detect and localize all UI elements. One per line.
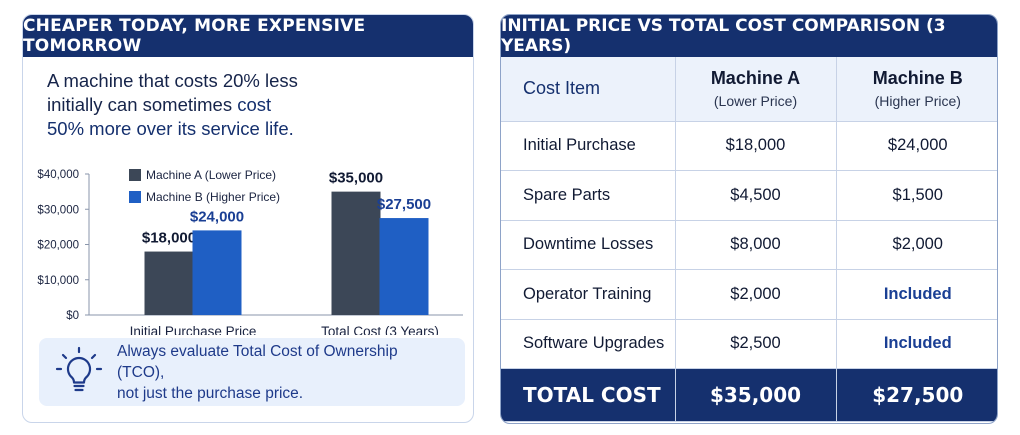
header-machine-a: Machine A (Lower Price) [674,57,837,122]
legend-label: Machine B (Higher Price) [146,190,280,204]
bar [192,230,242,315]
lightbulb-icon [55,346,103,392]
tip-line-1: Always evaluate Total Cost of Ownership … [117,342,398,381]
x-tick-label: Total Cost (3 Years) [321,324,439,335]
row-item: Downtime Losses [501,219,676,270]
row-value-a: $18,000 [674,120,837,171]
y-tick-label: $0 [66,310,79,322]
header-machine-b: Machine B (Higher Price) [835,57,997,122]
legend-swatch [129,191,141,203]
intro-line-2: initially can sometimes cost [47,94,272,115]
table-header-row: Cost Item Machine A (Lower Price) Machin… [501,57,997,122]
table-row: Downtime Losses $8,000 $2,000 [501,219,997,270]
total-value-b: $27,500 [835,368,997,422]
row-value-b: Included [835,318,997,369]
intro-line-3: 50% more over its service life. [47,118,294,139]
total-row: TOTAL COST $35,000 $27,500 [501,368,997,422]
table-row: Software Upgrades $2,500 Included [501,318,997,369]
legend-label: Machine A (Lower Price) [146,168,276,182]
row-item: Software Upgrades [501,318,676,369]
data-label: $27,500 [377,196,431,213]
bar [331,191,381,315]
intro-highlight: cost [237,94,272,115]
row-value-a: $2,000 [674,269,837,320]
machine-b-sub: (Higher Price) [874,93,961,110]
row-value-b: $2,000 [835,219,997,270]
machine-b-name: Machine B [872,68,963,89]
y-tick-label: $40,000 [37,169,79,181]
total-label: TOTAL COST [501,368,676,422]
intro-line-1: A machine that costs 20% less [47,70,298,91]
right-panel-title: INITIAL PRICE VS TOTAL COST COMPARISON (… [501,15,997,57]
table-row: Initial Purchase $18,000 $24,000 [501,120,997,171]
tco-tip-box: Always evaluate Total Cost of Ownership … [39,338,465,406]
tip-line-2: not just the purchase price. [117,384,304,402]
x-tick-label: Initial Purchase Price [130,324,257,335]
data-label: $24,000 [190,208,244,225]
row-value-b: Included [835,269,997,320]
data-label: $35,000 [329,170,383,187]
table-row: Spare Parts $4,500 $1,500 [501,170,997,221]
header-cost-item: Cost Item [501,57,676,122]
row-value-b: $24,000 [835,120,997,171]
bar [144,251,194,315]
legend-swatch [129,169,141,181]
y-tick-label: $30,000 [37,204,79,216]
bar-chart: $0 $10,000 $20,000 $30,000 $40,000 $18,000 $24… [37,168,463,335]
left-panel-title: CHEAPER TODAY, MORE EXPENSIVE TOMORROW [23,15,473,57]
y-tick-label: $20,000 [37,240,79,252]
row-value-a: $2,500 [674,318,837,369]
row-value-b: $1,500 [835,170,997,221]
right-panel: INITIAL PRICE VS TOTAL COST COMPARISON (… [500,14,998,424]
bar [379,218,429,315]
row-value-a: $8,000 [674,219,837,270]
left-panel: CHEAPER TODAY, MORE EXPENSIVE TOMORROW A… [22,14,474,423]
total-value-a: $35,000 [674,368,837,422]
comparison-table: Cost Item Machine A (Lower Price) Machin… [501,57,997,422]
tco-tip-text: Always evaluate Total Cost of Ownership … [117,341,447,404]
machine-a-name: Machine A [710,68,801,89]
row-item: Initial Purchase [501,120,676,171]
intro-text: A machine that costs 20% less initially … [47,69,337,141]
row-item: Spare Parts [501,170,676,221]
row-item: Operator Training [501,269,676,320]
row-value-a: $4,500 [674,170,837,221]
y-tick-label: $10,000 [37,275,79,287]
machine-a-sub: (Lower Price) [713,93,798,110]
data-label: $18,000 [142,230,196,247]
table-row: Operator Training $2,000 Included [501,269,997,320]
